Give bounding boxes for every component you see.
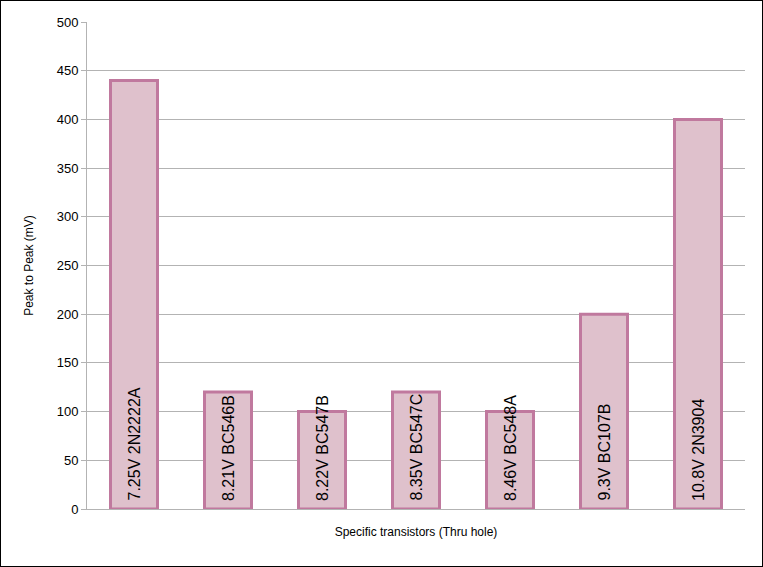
svg-text:7.25V 2N2222A: 7.25V 2N2222A [126, 387, 143, 500]
svg-text:200: 200 [57, 307, 79, 322]
svg-text:8.46V BC548A: 8.46V BC548A [502, 395, 519, 501]
svg-text:350: 350 [57, 161, 79, 176]
svg-text:8.22V BC547B: 8.22V BC547B [314, 395, 331, 501]
svg-text:10.8V 2N3904: 10.8V 2N3904 [690, 399, 707, 501]
svg-text:300: 300 [57, 209, 79, 224]
svg-text:450: 450 [57, 63, 79, 78]
svg-text:Specific transistors (Thru hol: Specific transistors (Thru hole) [335, 525, 498, 539]
svg-text:8.35V BC547C: 8.35V BC547C [408, 394, 425, 501]
svg-text:0: 0 [71, 502, 78, 517]
svg-text:250: 250 [57, 258, 79, 273]
svg-text:9.3V BC107B: 9.3V BC107B [596, 404, 613, 501]
svg-text:100: 100 [57, 404, 79, 419]
svg-text:8.21V BC546B: 8.21V BC546B [220, 395, 237, 501]
svg-text:500: 500 [57, 15, 79, 30]
svg-text:150: 150 [57, 355, 79, 370]
svg-text:Peak to Peak (mV): Peak to Peak (mV) [22, 215, 36, 316]
svg-text:400: 400 [57, 112, 79, 127]
svg-text:50: 50 [64, 453, 78, 468]
